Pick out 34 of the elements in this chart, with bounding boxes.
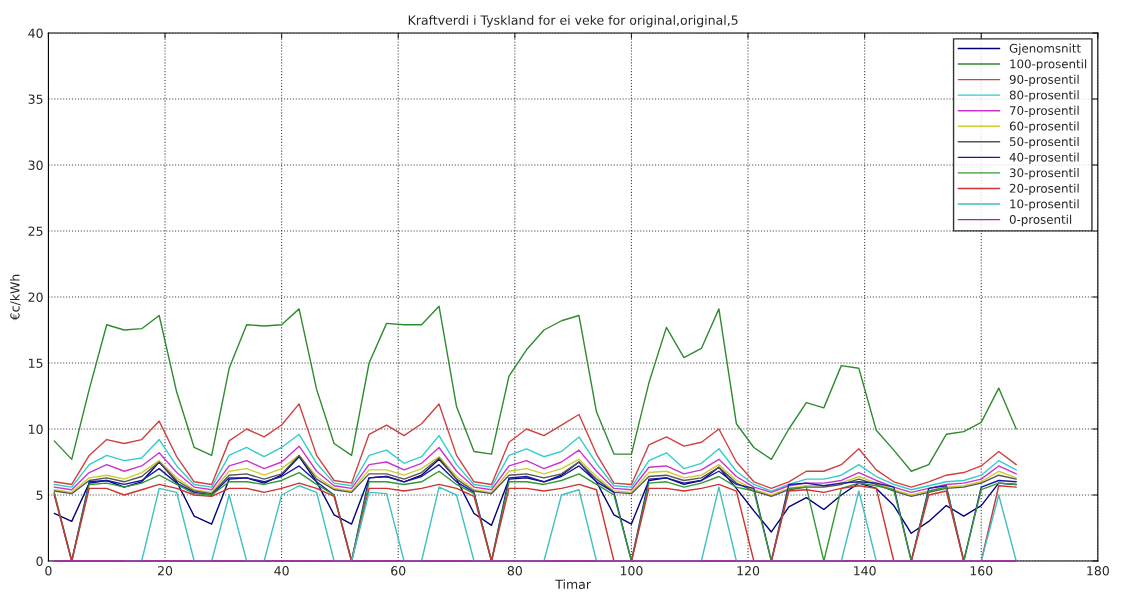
legend-label: 30-prosentil [1009, 168, 1079, 180]
y-tick-label: 25 [28, 226, 43, 236]
legend-label: 70-prosentil [1010, 105, 1079, 118]
x-tick-label: 60 [391, 566, 406, 576]
legend-label: 80-prosentil [1009, 90, 1079, 102]
x-tick-label: 0 [45, 566, 52, 576]
y-tick-label: 5 [36, 490, 43, 500]
y-axis-title: €c/kWh [10, 274, 21, 321]
x-tick-label: 40 [274, 566, 289, 576]
y-tick-label: 35 [28, 94, 43, 104]
y-tick-label: 20 [28, 292, 43, 302]
x-tick-label: 20 [157, 566, 173, 576]
legend-label: 10-prosentil [1010, 199, 1079, 211]
chart-title: Kraftverdi i Tyskland for ei veke for original,original,5 [408, 15, 738, 28]
legend-label: 50-prosentil [1009, 136, 1079, 149]
legend-label: Gjenomsnitt [1009, 43, 1081, 56]
legend-label: 0-prosentil [1009, 214, 1072, 227]
y-tick-label: 10 [29, 424, 43, 434]
x-tick-label: 100 [620, 566, 643, 576]
x-tick-label: 180 [1087, 566, 1109, 576]
x-tick-label: 80 [507, 566, 522, 576]
y-tick-label: 15 [29, 358, 43, 368]
x-tick-label: 140 [854, 566, 876, 576]
x-tick-label: 120 [737, 566, 760, 576]
y-tick-label: 40 [28, 28, 43, 38]
legend-label: 100-prosentil [1010, 59, 1087, 71]
legend-label: 90-prosentil [1009, 74, 1079, 87]
legend-label: 40-prosentil [1009, 152, 1079, 164]
y-tick-label: 0 [36, 556, 43, 566]
x-axis-title: Timar [555, 579, 591, 590]
legend-label: 20-prosentil [1009, 183, 1079, 196]
x-tick-label: 160 [970, 566, 993, 576]
y-tick-label: 30 [28, 160, 43, 170]
legend-label: 60-prosentil [1009, 121, 1079, 133]
